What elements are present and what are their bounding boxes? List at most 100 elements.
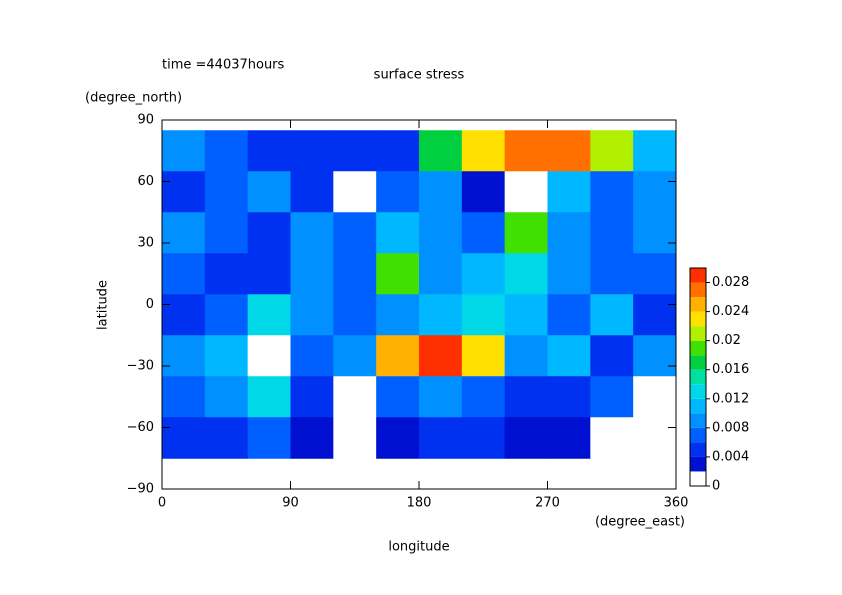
contour-cell xyxy=(162,171,206,213)
x-unit: (degree_east) xyxy=(595,515,685,530)
contour-cell xyxy=(461,376,506,418)
y-tick-label: −30 xyxy=(127,359,154,374)
x-tick-label: 270 xyxy=(535,496,560,511)
contour-cell xyxy=(419,417,463,459)
contour-cell xyxy=(633,335,677,377)
contour-cell xyxy=(204,212,249,254)
colorbar-swatch xyxy=(690,297,706,312)
contour-cell xyxy=(419,253,463,295)
colorbar-swatch xyxy=(690,355,706,370)
contour-cell xyxy=(547,376,591,418)
contour-cell xyxy=(333,417,377,459)
contour-cell xyxy=(162,212,206,254)
contour-cell xyxy=(504,171,548,213)
contour-cell xyxy=(247,130,291,172)
contour-cell xyxy=(547,335,591,377)
contour-cell xyxy=(290,130,334,172)
contour-cell xyxy=(547,212,591,254)
colorbar-swatch xyxy=(690,384,706,399)
contour-cell xyxy=(633,130,677,172)
contour-cell xyxy=(547,294,591,336)
contour-cell xyxy=(333,130,377,172)
contour-cell xyxy=(590,253,634,295)
contour-cell xyxy=(461,294,506,336)
contour-cell xyxy=(461,417,506,459)
contour-cell xyxy=(290,335,334,377)
contour-cell xyxy=(504,417,548,459)
contour-cell xyxy=(590,212,634,254)
contour-cell xyxy=(504,335,548,377)
x-axis-label: longitude xyxy=(388,540,449,555)
contour-cell xyxy=(247,294,291,336)
chart-subtitle: time =44037hours xyxy=(162,58,285,73)
contour-cell xyxy=(419,171,463,213)
contour-cell xyxy=(590,417,634,459)
contour-cell xyxy=(633,294,677,336)
contour-cell xyxy=(504,253,548,295)
colorbar-tick-label: 0 xyxy=(712,479,720,494)
colorbar-frame xyxy=(689,267,707,487)
contour-cell xyxy=(547,417,591,459)
contour-cell xyxy=(290,212,334,254)
contour-cell xyxy=(376,171,420,213)
colorbar-swatch xyxy=(690,282,706,298)
contour-cell xyxy=(290,417,334,459)
colorbar-swatch xyxy=(690,340,706,356)
x-tick-label: 0 xyxy=(158,496,166,511)
contour-cell xyxy=(633,253,677,295)
contour-cell xyxy=(590,294,634,336)
x-tick-label: 90 xyxy=(282,496,299,511)
y-tick-label: −60 xyxy=(127,420,154,435)
contour-cell xyxy=(290,294,334,336)
contour-cell xyxy=(333,171,377,213)
chart-title: surface stress xyxy=(374,68,465,83)
contour-cell xyxy=(247,253,291,295)
contour-cell xyxy=(247,335,291,377)
contour-cell xyxy=(247,212,291,254)
colorbar-swatch xyxy=(690,442,706,457)
colorbar-tick-label: 0.004 xyxy=(712,449,749,464)
contour-cell xyxy=(461,335,506,377)
contour-cell xyxy=(461,253,506,295)
x-tick-label: 180 xyxy=(407,496,432,511)
contour-cell xyxy=(419,130,463,172)
contour-cell xyxy=(162,376,206,418)
contour-cell xyxy=(590,171,634,213)
colorbar-tick-label: 0.008 xyxy=(712,420,749,435)
contour-cell xyxy=(504,212,548,254)
contour-cell xyxy=(590,130,634,172)
contour-cell xyxy=(547,253,591,295)
colorbar-swatch xyxy=(690,456,706,472)
colorbar-swatch xyxy=(690,369,706,385)
colorbar-tick-label: 0.02 xyxy=(712,333,741,348)
contour-cell xyxy=(204,294,249,336)
y-tick-label: 30 xyxy=(137,236,154,251)
colorbar-swatch xyxy=(690,413,706,428)
colorbar-tick-label: 0.028 xyxy=(712,275,749,290)
contour-cell xyxy=(376,212,420,254)
contour-cell xyxy=(333,253,377,295)
y-tick-label: 90 xyxy=(137,113,154,128)
contour-cell xyxy=(461,171,506,213)
colorbar-tick-label: 0.024 xyxy=(712,304,749,319)
contour-cell xyxy=(204,253,249,295)
contour-cell xyxy=(419,376,463,418)
contour-cell xyxy=(461,130,506,172)
contour-cell xyxy=(162,417,206,459)
contour-cell xyxy=(204,417,249,459)
contour-cell xyxy=(204,171,249,213)
contour-cell xyxy=(376,253,420,295)
colorbar-swatch xyxy=(690,427,706,443)
y-tick-label: −90 xyxy=(127,482,154,497)
colorbar-swatch xyxy=(690,311,706,327)
colorbar-swatch xyxy=(690,268,706,283)
contour-cell xyxy=(547,171,591,213)
contour-cell xyxy=(204,376,249,418)
contour-cell xyxy=(376,376,420,418)
y-tick-label: 60 xyxy=(137,174,154,189)
y-tick-label: 0 xyxy=(146,297,154,312)
contour-cell xyxy=(633,417,677,459)
contour-cell xyxy=(290,376,334,418)
contour-cell xyxy=(633,376,677,418)
colorbar-tick-label: 0.012 xyxy=(712,391,749,406)
